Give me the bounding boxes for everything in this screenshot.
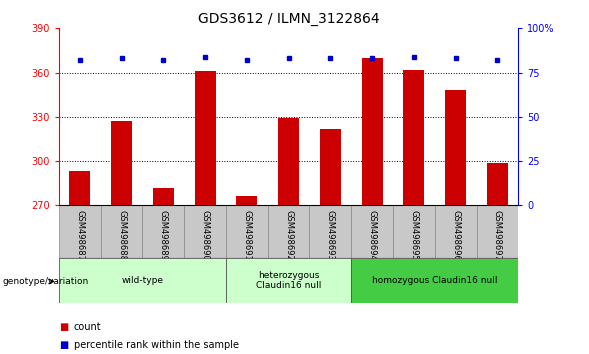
Bar bbox=[226, 205, 268, 258]
Text: GSM498689: GSM498689 bbox=[159, 210, 168, 261]
Bar bbox=[403, 70, 424, 205]
Bar bbox=[445, 90, 466, 205]
Bar bbox=[59, 205, 101, 258]
Text: GSM498694: GSM498694 bbox=[368, 210, 376, 260]
Text: GSM498688: GSM498688 bbox=[117, 210, 126, 261]
Text: wild-type: wild-type bbox=[121, 276, 163, 285]
Bar bbox=[59, 258, 226, 303]
Bar bbox=[111, 121, 132, 205]
Bar bbox=[477, 205, 518, 258]
Text: GSM498693: GSM498693 bbox=[326, 210, 335, 261]
Title: GDS3612 / ILMN_3122864: GDS3612 / ILMN_3122864 bbox=[198, 12, 379, 26]
Bar bbox=[435, 205, 477, 258]
Text: GSM498696: GSM498696 bbox=[451, 210, 460, 261]
Text: count: count bbox=[74, 322, 101, 332]
Bar bbox=[194, 71, 216, 205]
Text: percentile rank within the sample: percentile rank within the sample bbox=[74, 340, 239, 350]
Text: heterozygous
Claudin16 null: heterozygous Claudin16 null bbox=[256, 271, 321, 290]
Bar bbox=[309, 205, 351, 258]
Bar bbox=[70, 171, 90, 205]
Bar bbox=[351, 258, 518, 303]
Bar bbox=[153, 188, 174, 205]
Text: GSM498691: GSM498691 bbox=[242, 210, 252, 260]
Bar bbox=[362, 58, 383, 205]
Text: ■: ■ bbox=[59, 322, 68, 332]
Bar bbox=[393, 205, 435, 258]
Bar bbox=[184, 205, 226, 258]
Bar bbox=[487, 162, 508, 205]
Bar bbox=[143, 205, 184, 258]
Text: GSM498687: GSM498687 bbox=[75, 210, 84, 261]
Bar bbox=[320, 129, 341, 205]
Text: GSM498690: GSM498690 bbox=[201, 210, 210, 260]
Text: GSM498697: GSM498697 bbox=[493, 210, 502, 261]
Text: homozygous Claudin16 null: homozygous Claudin16 null bbox=[372, 276, 498, 285]
Text: GSM498695: GSM498695 bbox=[409, 210, 418, 260]
Bar bbox=[101, 205, 143, 258]
Text: ■: ■ bbox=[59, 340, 68, 350]
Bar bbox=[226, 258, 351, 303]
Text: genotype/variation: genotype/variation bbox=[3, 277, 89, 286]
Text: GSM498692: GSM498692 bbox=[284, 210, 293, 260]
Bar bbox=[268, 205, 309, 258]
Bar bbox=[236, 196, 257, 205]
Bar bbox=[351, 205, 393, 258]
Bar bbox=[278, 118, 299, 205]
